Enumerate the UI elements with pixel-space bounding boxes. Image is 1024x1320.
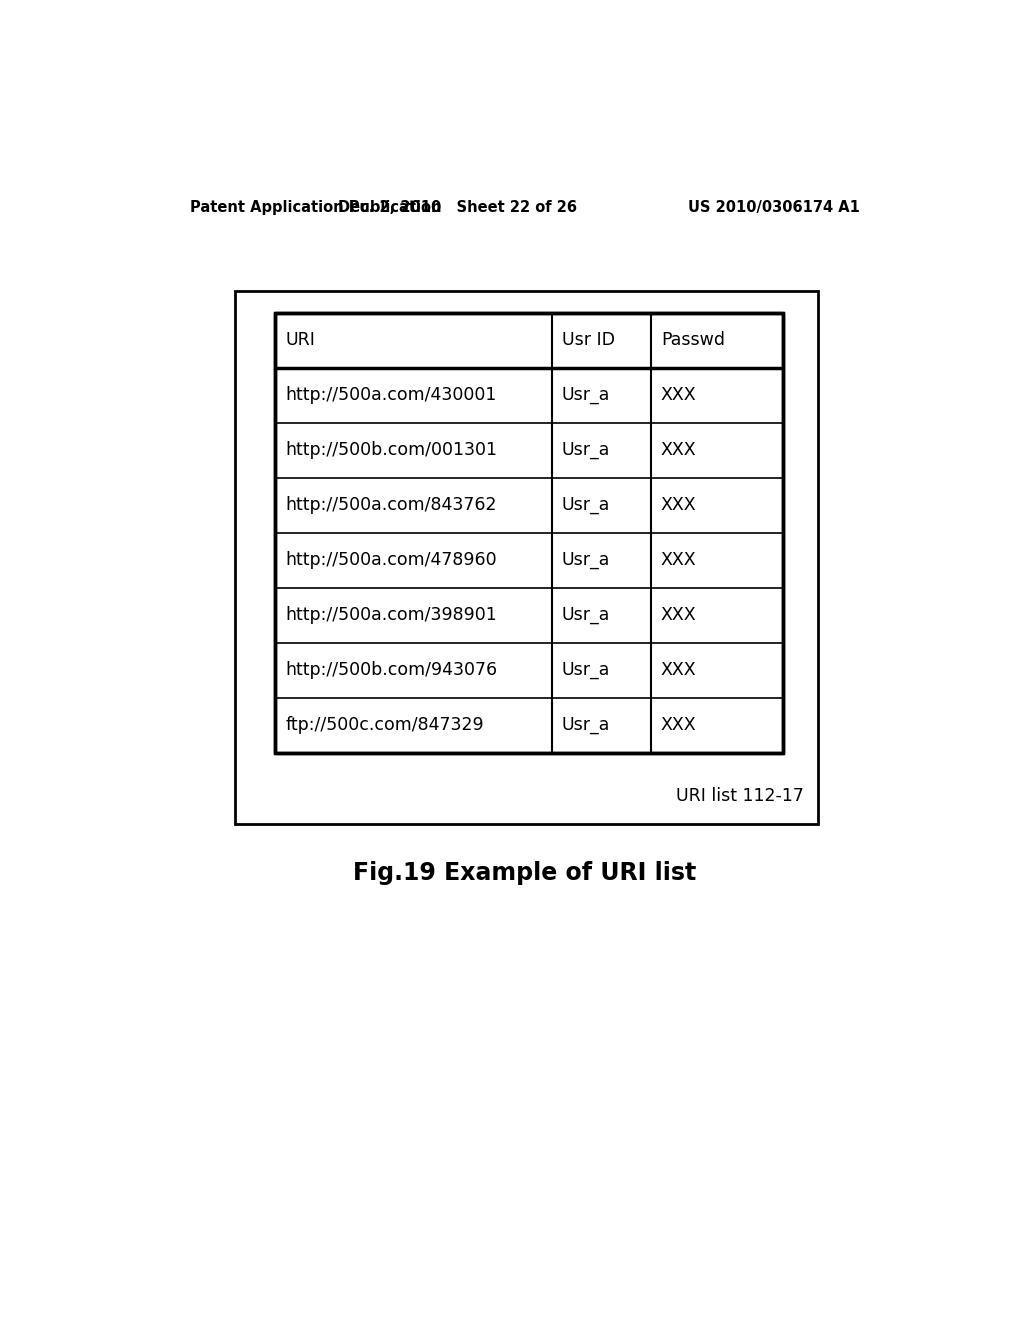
Text: XXX: XXX bbox=[660, 496, 696, 515]
Text: Usr_a: Usr_a bbox=[562, 496, 610, 515]
Text: http://500a.com/430001: http://500a.com/430001 bbox=[285, 387, 497, 404]
Text: http://500b.com/001301: http://500b.com/001301 bbox=[285, 441, 497, 459]
Text: Usr_a: Usr_a bbox=[562, 441, 610, 459]
Text: Fig.19 Example of URI list: Fig.19 Example of URI list bbox=[353, 861, 696, 884]
Text: Usr_a: Usr_a bbox=[562, 661, 610, 680]
Text: XXX: XXX bbox=[660, 552, 696, 569]
Text: Usr_a: Usr_a bbox=[562, 606, 610, 624]
Text: US 2010/0306174 A1: US 2010/0306174 A1 bbox=[688, 199, 860, 215]
Text: URI list 112-17: URI list 112-17 bbox=[676, 787, 804, 805]
Text: Usr_a: Usr_a bbox=[562, 387, 610, 404]
Text: Dec. 2, 2010   Sheet 22 of 26: Dec. 2, 2010 Sheet 22 of 26 bbox=[338, 199, 577, 215]
Text: XXX: XXX bbox=[660, 606, 696, 624]
Bar bbox=[274, 313, 782, 752]
Text: XXX: XXX bbox=[660, 387, 696, 404]
Text: Usr_a: Usr_a bbox=[562, 717, 610, 734]
Text: XXX: XXX bbox=[660, 441, 696, 459]
Text: ftp://500c.com/847329: ftp://500c.com/847329 bbox=[285, 717, 483, 734]
Text: http://500b.com/943076: http://500b.com/943076 bbox=[285, 661, 498, 680]
Bar bbox=[236, 290, 818, 824]
Text: Usr ID: Usr ID bbox=[562, 331, 615, 350]
Text: Usr_a: Usr_a bbox=[562, 552, 610, 569]
Text: Passwd: Passwd bbox=[660, 331, 725, 350]
Text: http://500a.com/398901: http://500a.com/398901 bbox=[285, 606, 497, 624]
Text: http://500a.com/478960: http://500a.com/478960 bbox=[285, 552, 497, 569]
Text: XXX: XXX bbox=[660, 717, 696, 734]
Text: XXX: XXX bbox=[660, 661, 696, 680]
Text: Patent Application Publication: Patent Application Publication bbox=[189, 199, 441, 215]
Text: URI: URI bbox=[285, 331, 315, 350]
Text: http://500a.com/843762: http://500a.com/843762 bbox=[285, 496, 497, 515]
